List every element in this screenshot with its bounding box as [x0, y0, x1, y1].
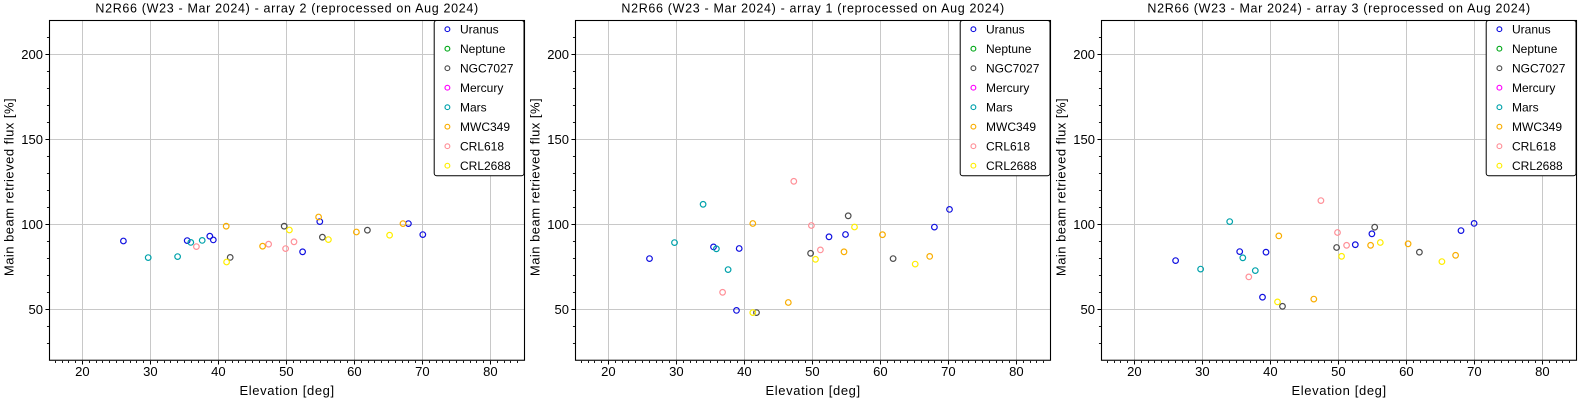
svg-text:30: 30: [143, 364, 157, 379]
svg-text:N2R66 (W23 - Mar 2024) - array: N2R66 (W23 - Mar 2024) - array 3 (reproc…: [1147, 1, 1530, 15]
svg-text:40: 40: [211, 364, 225, 379]
svg-text:150: 150: [21, 132, 43, 147]
svg-text:Mars: Mars: [986, 101, 1013, 115]
svg-text:N2R66 (W23 - Mar 2024) - array: N2R66 (W23 - Mar 2024) - array 2 (reproc…: [95, 1, 478, 15]
svg-text:Mercury: Mercury: [986, 81, 1029, 95]
svg-text:Neptune: Neptune: [986, 42, 1032, 56]
svg-text:100: 100: [21, 217, 43, 232]
svg-text:NGC7027: NGC7027: [460, 62, 514, 76]
svg-text:MWC349: MWC349: [460, 120, 510, 134]
svg-text:Neptune: Neptune: [1512, 42, 1558, 56]
svg-text:200: 200: [1073, 47, 1095, 62]
svg-text:CRL618: CRL618: [986, 140, 1030, 154]
svg-text:Main beam retrieved flux [%]: Main beam retrieved flux [%]: [528, 98, 543, 276]
svg-text:CRL618: CRL618: [1512, 140, 1556, 154]
svg-text:Mercury: Mercury: [1512, 81, 1555, 95]
svg-text:N2R66 (W23 - Mar 2024) - array: N2R66 (W23 - Mar 2024) - array 1 (reproc…: [621, 1, 1004, 15]
svg-text:Elevation [deg]: Elevation [deg]: [765, 383, 860, 398]
svg-text:Elevation [deg]: Elevation [deg]: [239, 383, 334, 398]
svg-text:50: 50: [29, 302, 43, 317]
svg-text:50: 50: [555, 302, 569, 317]
svg-text:80: 80: [483, 364, 497, 379]
svg-text:150: 150: [547, 132, 569, 147]
svg-text:Mercury: Mercury: [460, 81, 503, 95]
svg-text:Elevation [deg]: Elevation [deg]: [1291, 383, 1386, 398]
svg-text:50: 50: [1081, 302, 1095, 317]
svg-text:CRL2688: CRL2688: [460, 159, 511, 173]
svg-text:70: 70: [415, 364, 429, 379]
svg-text:Uranus: Uranus: [460, 23, 499, 37]
svg-text:CRL2688: CRL2688: [986, 159, 1037, 173]
svg-text:30: 30: [669, 364, 683, 379]
svg-text:Main beam retrieved flux [%]: Main beam retrieved flux [%]: [1054, 98, 1069, 276]
svg-text:NGC7027: NGC7027: [986, 62, 1040, 76]
svg-text:50: 50: [805, 364, 819, 379]
svg-text:Uranus: Uranus: [1512, 23, 1551, 37]
svg-text:200: 200: [547, 47, 569, 62]
svg-text:Mars: Mars: [460, 101, 487, 115]
svg-text:CRL618: CRL618: [460, 140, 504, 154]
svg-text:50: 50: [1331, 364, 1345, 379]
svg-text:20: 20: [75, 364, 89, 379]
svg-text:100: 100: [1073, 217, 1095, 232]
svg-text:Main beam retrieved flux [%]: Main beam retrieved flux [%]: [2, 98, 17, 276]
svg-text:60: 60: [873, 364, 887, 379]
svg-text:20: 20: [1127, 364, 1141, 379]
svg-text:150: 150: [1073, 132, 1095, 147]
svg-text:CRL2688: CRL2688: [1512, 159, 1563, 173]
svg-text:Mars: Mars: [1512, 101, 1539, 115]
svg-text:MWC349: MWC349: [986, 120, 1036, 134]
svg-text:70: 70: [941, 364, 955, 379]
svg-text:200: 200: [21, 47, 43, 62]
svg-text:80: 80: [1535, 364, 1549, 379]
svg-text:NGC7027: NGC7027: [1512, 62, 1566, 76]
svg-text:70: 70: [1467, 364, 1481, 379]
svg-text:60: 60: [1399, 364, 1413, 379]
svg-text:20: 20: [601, 364, 615, 379]
svg-text:Neptune: Neptune: [460, 42, 506, 56]
svg-text:Uranus: Uranus: [986, 23, 1025, 37]
svg-text:40: 40: [1263, 364, 1277, 379]
svg-text:60: 60: [347, 364, 361, 379]
svg-text:30: 30: [1195, 364, 1209, 379]
svg-text:50: 50: [279, 364, 293, 379]
svg-text:40: 40: [737, 364, 751, 379]
svg-text:80: 80: [1009, 364, 1023, 379]
svg-text:100: 100: [547, 217, 569, 232]
svg-text:MWC349: MWC349: [1512, 120, 1562, 134]
